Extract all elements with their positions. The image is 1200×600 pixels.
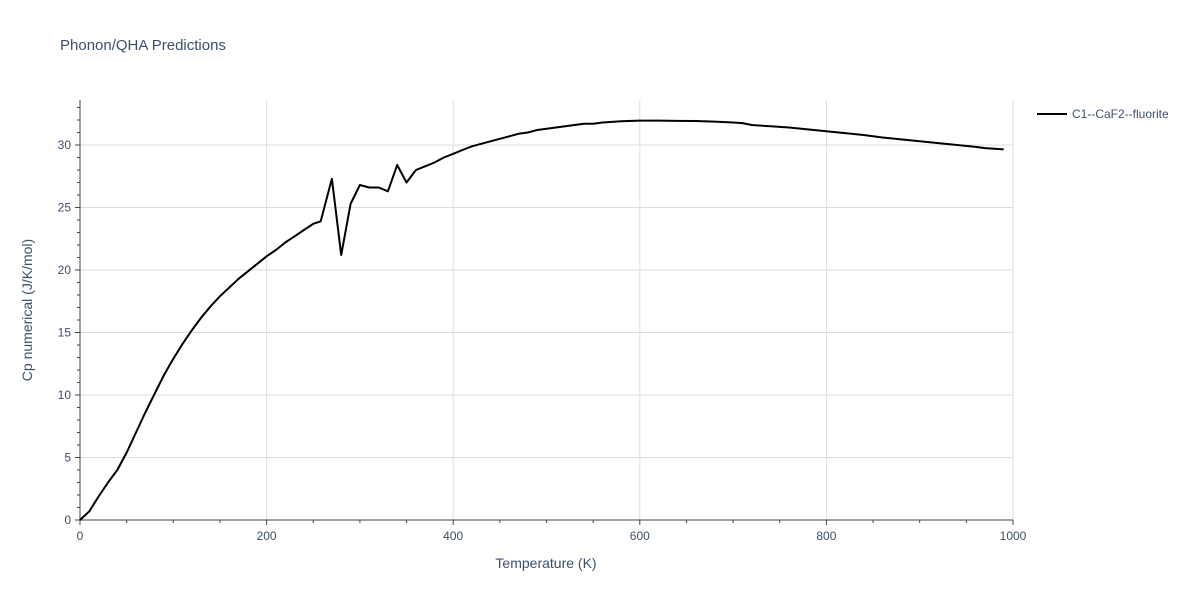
y-tick-label: 15 — [58, 326, 72, 340]
y-tick-label: 20 — [58, 263, 72, 277]
x-tick-label: 1000 — [1000, 529, 1027, 543]
x-tick-label: 800 — [816, 529, 836, 543]
x-tick-label: 0 — [77, 529, 84, 543]
y-tick-label: 30 — [58, 138, 72, 152]
grid — [80, 100, 1014, 520]
x-tick-label: 400 — [443, 529, 463, 543]
axes: 0 200 400 600 800 1000 0 5 10 15 20 25 30 — [58, 100, 1027, 543]
y-tick-label: 10 — [58, 388, 72, 402]
legend-label: C1--CaF2--fluorite — [1072, 107, 1169, 121]
series-layer — [79, 119, 1004, 521]
y-tick-label: 25 — [58, 201, 72, 215]
series-line-0[interactable] — [79, 119, 1004, 521]
legend[interactable]: C1--CaF2--fluorite — [1037, 107, 1169, 121]
chart-title: Phonon/QHA Predictions — [60, 37, 226, 54]
x-tick-label: 600 — [630, 529, 650, 543]
x-axis-title: Temperature (K) — [495, 555, 596, 571]
y-tick-label: 0 — [64, 513, 71, 527]
y-axis-title: Cp numerical (J/K/mol) — [19, 239, 35, 381]
y-tick-label: 5 — [64, 451, 71, 465]
x-tick-label: 200 — [257, 529, 277, 543]
